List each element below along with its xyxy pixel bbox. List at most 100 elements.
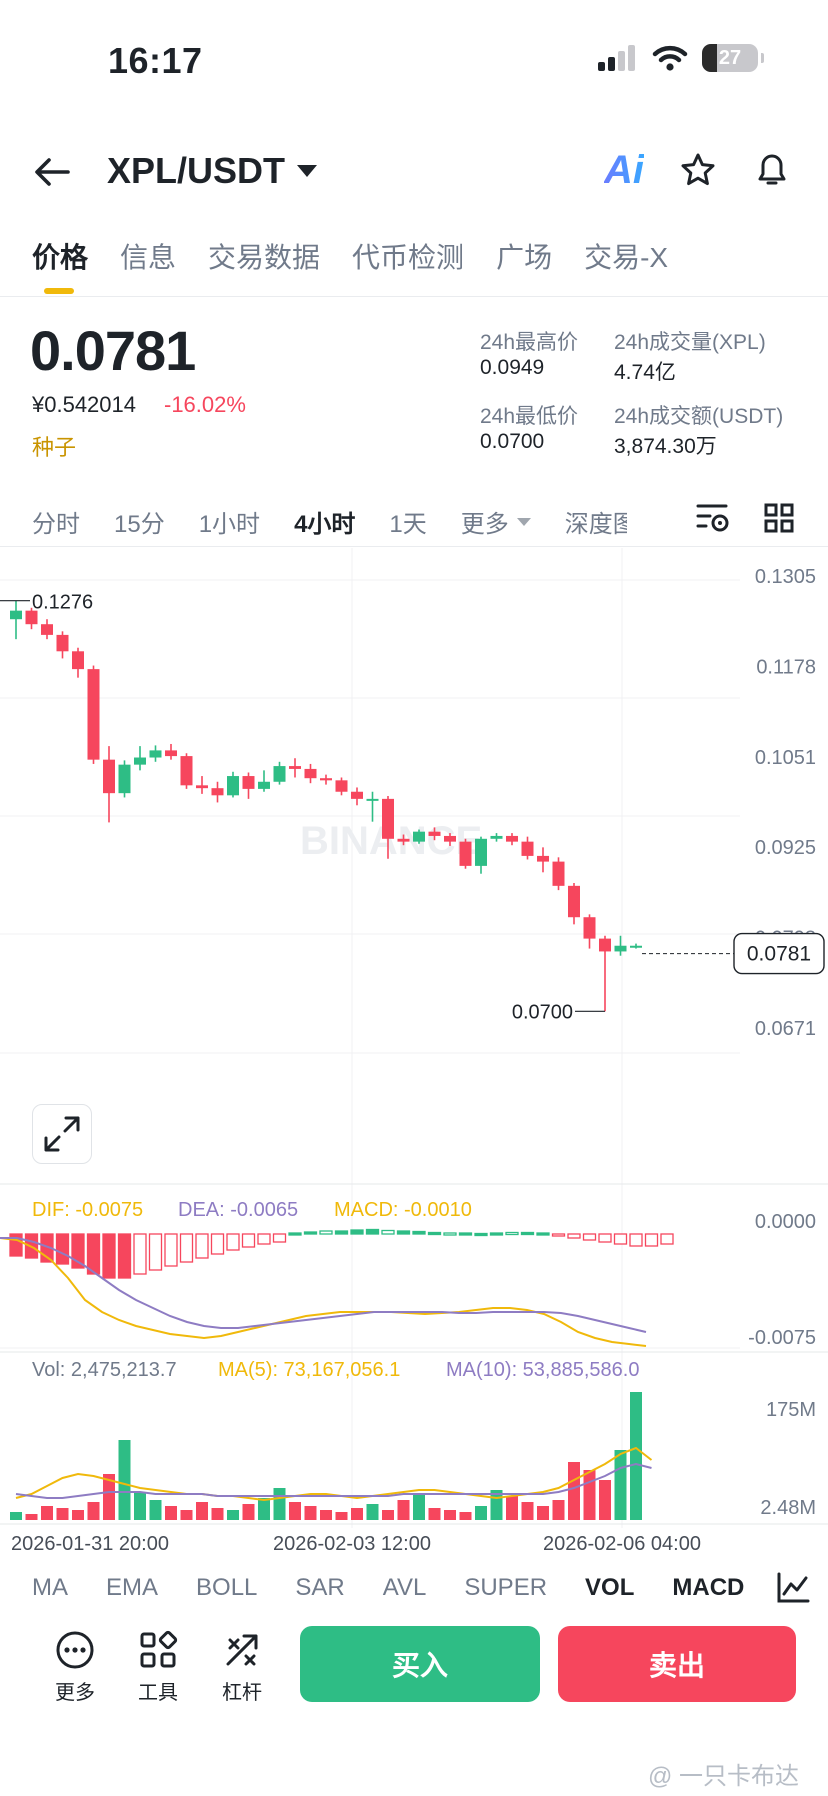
interval-1d[interactable]: 1天	[389, 511, 427, 538]
ai-assistant-icon[interactable]: Ai	[604, 148, 644, 192]
tab-price[interactable]: 价格	[32, 236, 88, 294]
tabs-divider	[0, 296, 828, 297]
volume-bar	[552, 1500, 565, 1520]
indicator-vol[interactable]: VOL	[585, 1574, 635, 1601]
indicator-super[interactable]: SUPER	[464, 1574, 548, 1601]
tab-trading-data[interactable]: 交易数据	[208, 242, 321, 273]
indicator-avl[interactable]: AVL	[382, 1574, 427, 1601]
macd-histogram-bar	[319, 1230, 333, 1235]
time-axis-label: 2026-02-06 04:00	[543, 1533, 701, 1555]
indicator-macd[interactable]: MACD	[672, 1574, 745, 1601]
indicator-ema[interactable]: EMA	[106, 1574, 159, 1601]
cellular-signal-icon	[598, 45, 635, 71]
macd-histogram-bar	[86, 1233, 101, 1275]
layout-grid-icon[interactable]	[764, 503, 794, 533]
caret-down-icon	[297, 165, 318, 177]
macd-histogram-bar	[148, 1233, 163, 1271]
more-action[interactable]: 更多	[44, 1630, 106, 1705]
interval-4h[interactable]: 4小时	[294, 511, 356, 538]
volume-bar	[41, 1506, 53, 1520]
pair-selector[interactable]: XPL/USDT	[107, 150, 318, 192]
leverage-icon	[226, 1634, 258, 1666]
price-cny: ¥0.542014	[32, 392, 136, 417]
favorite-star-icon[interactable]	[680, 152, 716, 188]
macd-histogram-bar	[303, 1231, 318, 1235]
volume-bar	[320, 1510, 332, 1520]
volume-bar	[335, 1512, 348, 1520]
interval-depth[interactable]: 深度图	[564, 511, 627, 538]
candle-body	[382, 798, 394, 839]
low-marker-label: 0.0700	[512, 1001, 573, 1023]
macd-dif-label: DIF: -0.0075	[32, 1199, 143, 1221]
volume-bar	[196, 1502, 208, 1520]
vol-ma10-label: MA(10): 53,885,586.0	[446, 1359, 639, 1381]
indicator-ma[interactable]: MA	[32, 1574, 68, 1601]
seed-tag[interactable]: 种子	[32, 435, 77, 460]
battery-level: 27	[718, 46, 742, 69]
leverage-action-label: 杠杆	[222, 1682, 262, 1704]
tab-square[interactable]: 广场	[496, 242, 553, 273]
candle-body	[521, 841, 534, 856]
tab-info[interactable]: 信息	[120, 242, 177, 273]
interval-1h[interactable]: 1小时	[198, 511, 261, 538]
candle-body	[490, 835, 503, 839]
indicator-sar[interactable]: SAR	[295, 1574, 345, 1601]
notification-bell-icon[interactable]	[754, 150, 790, 188]
volume-bar	[351, 1508, 363, 1520]
tools-action[interactable]: 工具	[127, 1630, 189, 1705]
volume-bar	[165, 1506, 177, 1520]
candle-body	[552, 861, 565, 886]
kline-chart[interactable]: BINANCE0.13050.11780.10510.09250.07980.0…	[0, 548, 828, 1558]
macd-histogram-bar	[582, 1233, 597, 1241]
volume-bar	[583, 1470, 596, 1520]
volume-bar	[211, 1508, 224, 1520]
high-24h-value: 0.0949	[480, 356, 545, 379]
interval-timeline[interactable]: 分时	[32, 511, 80, 538]
candle-body	[351, 791, 363, 799]
candle-body	[289, 766, 301, 769]
macd-axis-label: -0.0075	[748, 1327, 816, 1349]
interval-15m[interactable]: 15分	[114, 511, 165, 538]
volume-bar	[413, 1494, 425, 1520]
candle-body	[41, 624, 53, 635]
tab-token-check[interactable]: 代币检测	[352, 242, 465, 273]
macd-histogram-bar	[117, 1233, 132, 1279]
macd-histogram-bar	[164, 1233, 178, 1267]
volume-bar	[397, 1500, 410, 1520]
vol-axis-label: 2.48M	[760, 1497, 816, 1519]
volume-bar	[630, 1392, 642, 1520]
candle-body	[242, 776, 255, 789]
volume-bar	[134, 1492, 146, 1520]
candle-body	[118, 764, 131, 794]
tab-trade-x[interactable]: 交易-X	[584, 242, 669, 273]
indicator-chart-icon[interactable]	[776, 1572, 810, 1604]
vol-ma10-line	[15, 1462, 652, 1499]
volume-bar	[118, 1440, 131, 1520]
macd-histogram-bar	[520, 1231, 535, 1236]
expand-chart-button[interactable]	[32, 1104, 92, 1164]
macd-histogram-bar	[381, 1229, 395, 1235]
indicator-boll[interactable]: BOLL	[196, 1574, 258, 1601]
buy-button[interactable]: 买入	[300, 1626, 540, 1702]
candle-body	[459, 841, 472, 866]
candle-body	[475, 838, 487, 866]
back-arrow-icon[interactable]	[32, 152, 72, 192]
volume-bar	[289, 1502, 301, 1520]
macd-histogram-bar	[644, 1233, 659, 1247]
candle-body	[614, 945, 627, 952]
sell-button[interactable]: 卖出	[558, 1626, 796, 1702]
macd-histogram-bar	[334, 1230, 349, 1235]
candle-body	[335, 780, 348, 792]
macd-histogram-bar	[598, 1233, 612, 1243]
indicator-bar: MA EMA BOLL SAR AVL SUPER VOL MACD	[32, 1574, 782, 1602]
vol-value-label: Vol: 2,475,213.7	[32, 1359, 177, 1381]
interval-more[interactable]: 更多	[461, 504, 531, 539]
leverage-action[interactable]: 杠杆	[211, 1630, 273, 1705]
tools-grid-icon	[140, 1630, 178, 1668]
macd-histogram-bar	[241, 1233, 256, 1248]
chart-settings-icon[interactable]	[696, 502, 730, 534]
macd-histogram-bar	[350, 1229, 364, 1235]
volume-bar	[304, 1506, 317, 1520]
macd-histogram-bar	[55, 1233, 70, 1265]
macd-histogram-bar	[567, 1233, 581, 1239]
